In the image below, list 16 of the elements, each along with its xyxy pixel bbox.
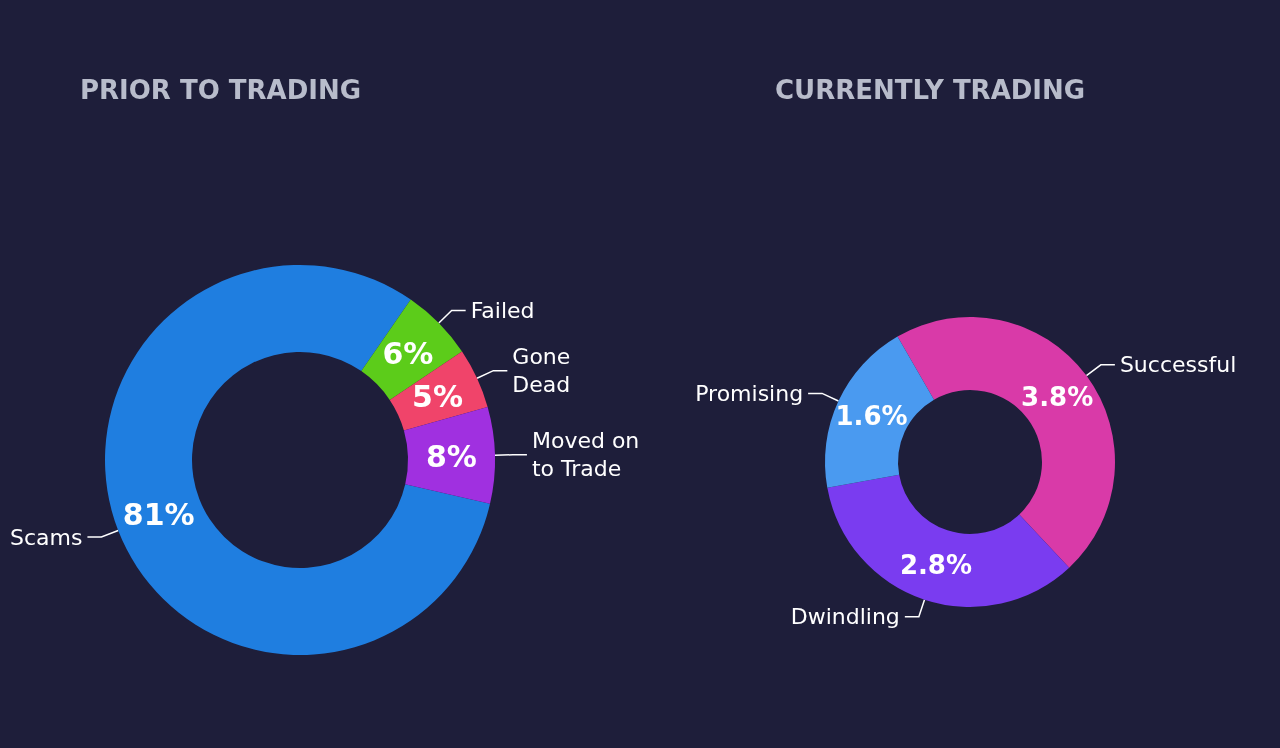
chart-title: CURRENTLY TRADING — [775, 75, 1086, 105]
slice-label: Gone Dead — [512, 344, 578, 398]
data-label: 8% — [425, 438, 477, 474]
slice-label: Moved on to Trade — [531, 428, 647, 482]
chart-title: PRIOR TO TRADING — [80, 75, 362, 105]
slice-label: Failed — [470, 297, 535, 323]
data-label: 2.8% — [899, 550, 972, 581]
slice-label: Successful — [1119, 352, 1237, 378]
slice-label: Scams — [9, 524, 83, 550]
slice-label: Promising — [695, 380, 804, 406]
data-label: 3.8% — [1021, 382, 1094, 413]
data-label: 6% — [382, 336, 434, 372]
data-label: 1.6% — [835, 401, 908, 432]
data-label: 81% — [122, 497, 195, 533]
data-label: 5% — [412, 378, 463, 414]
slice-label: Dwindling — [790, 604, 900, 630]
